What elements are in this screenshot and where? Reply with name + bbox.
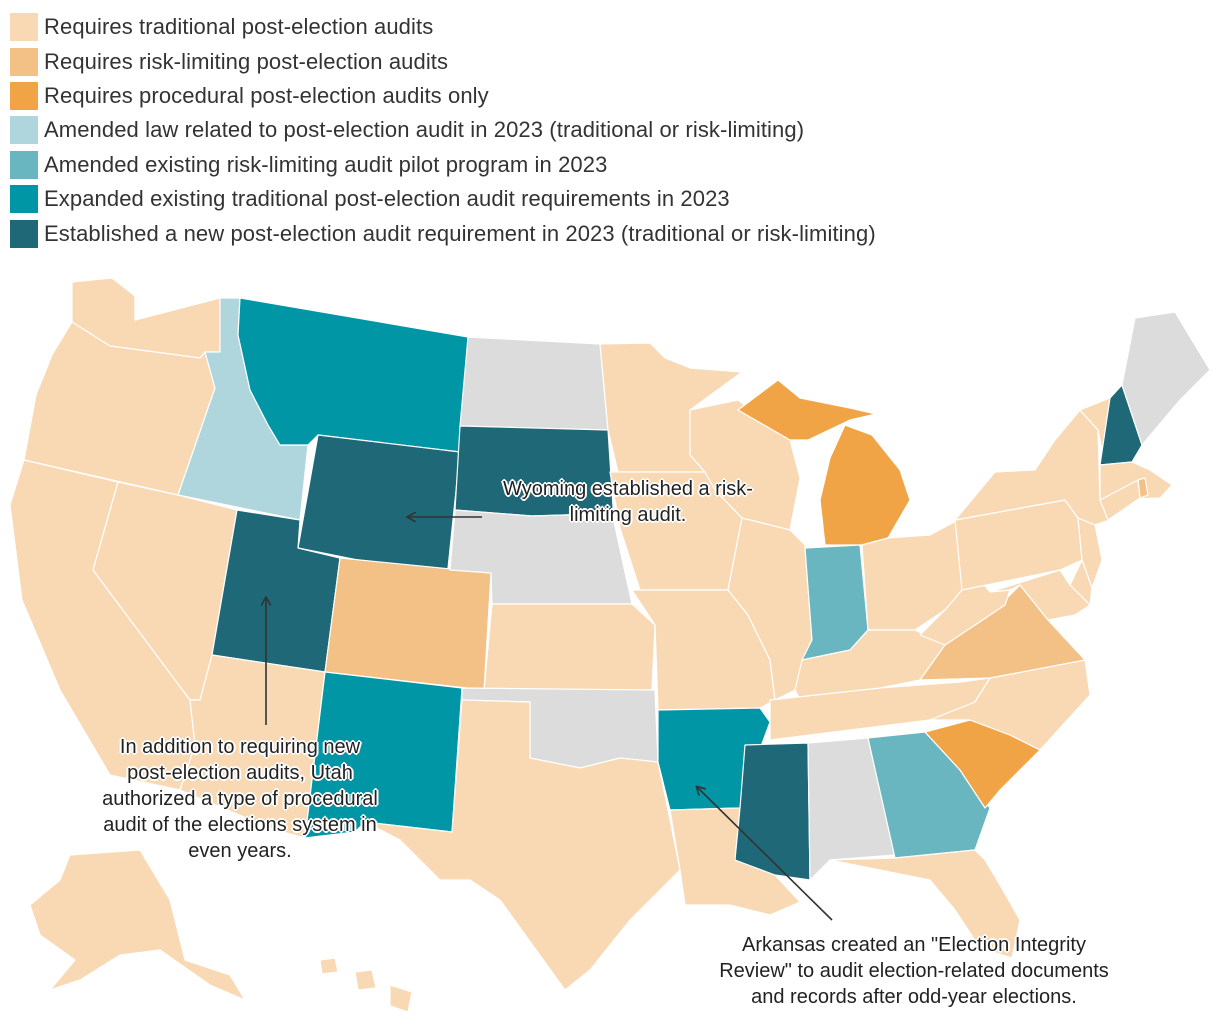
arkansas-annotation: Arkansas created an "Election Integrity … bbox=[719, 934, 1109, 1008]
state-maine bbox=[1121, 311, 1211, 446]
state-maryland bbox=[989, 569, 1091, 621]
utah-annotation: In addition to requiring new post-electi… bbox=[102, 736, 378, 862]
legend-label: Requires traditional post-election audit… bbox=[44, 14, 434, 40]
state-colorado bbox=[324, 557, 492, 691]
legend-swatch bbox=[10, 219, 38, 248]
legend-swatch bbox=[10, 13, 38, 42]
state-illinois bbox=[727, 517, 813, 701]
state-alabama bbox=[807, 737, 896, 881]
legend-swatch bbox=[10, 116, 38, 145]
state-michigan-upper bbox=[737, 379, 877, 441]
legend-item-procedural: Requires procedural post-election audits… bbox=[10, 79, 876, 113]
legend-swatch bbox=[10, 47, 38, 76]
state-kansas bbox=[483, 603, 656, 691]
state-new-york bbox=[954, 409, 1111, 526]
state-alaska bbox=[29, 849, 246, 1001]
state-north-dakota bbox=[459, 336, 609, 431]
state-mississippi bbox=[734, 742, 811, 881]
legend-label: Amended law related to post-election aud… bbox=[44, 117, 805, 143]
legend-item-established: Established a new post-election audit re… bbox=[10, 216, 876, 250]
legend-item-traditional: Requires traditional post-election audit… bbox=[10, 10, 876, 44]
legend-item-amended-law: Amended law related to post-election aud… bbox=[10, 113, 876, 147]
legend-label: Amended existing risk-limiting audit pil… bbox=[44, 151, 608, 177]
state-florida bbox=[829, 849, 1021, 959]
state-new-hampshire bbox=[1099, 384, 1143, 466]
state-north-carolina bbox=[929, 659, 1091, 751]
state-montana bbox=[237, 297, 469, 453]
legend-label: Requires risk-limiting post-election aud… bbox=[44, 48, 449, 74]
legend-item-risk-limiting: Requires risk-limiting post-election aud… bbox=[10, 44, 876, 78]
legend-swatch bbox=[10, 150, 38, 179]
legend-item-expanded: Expanded existing traditional post-elect… bbox=[10, 182, 876, 216]
state-texas bbox=[364, 699, 681, 991]
legend: Requires traditional post-election audit… bbox=[10, 10, 876, 251]
legend-label: Expanded existing traditional post-elect… bbox=[44, 186, 730, 212]
state-michigan-lower bbox=[819, 424, 911, 546]
arkansas-callout-arrow bbox=[697, 787, 833, 921]
legend-label: Established a new post-election audit re… bbox=[44, 220, 876, 246]
state-hawaii bbox=[319, 957, 413, 1013]
legend-swatch bbox=[10, 185, 38, 214]
legend-label: Requires procedural post-election audits… bbox=[44, 82, 489, 108]
state-connecticut bbox=[1099, 479, 1141, 521]
wyoming-annotation: Wyoming established a risk-limiting audi… bbox=[503, 478, 753, 526]
legend-item-amended-pilot: Amended existing risk-limiting audit pil… bbox=[10, 148, 876, 182]
legend-swatch bbox=[10, 81, 38, 110]
state-new-jersey bbox=[1077, 517, 1103, 589]
